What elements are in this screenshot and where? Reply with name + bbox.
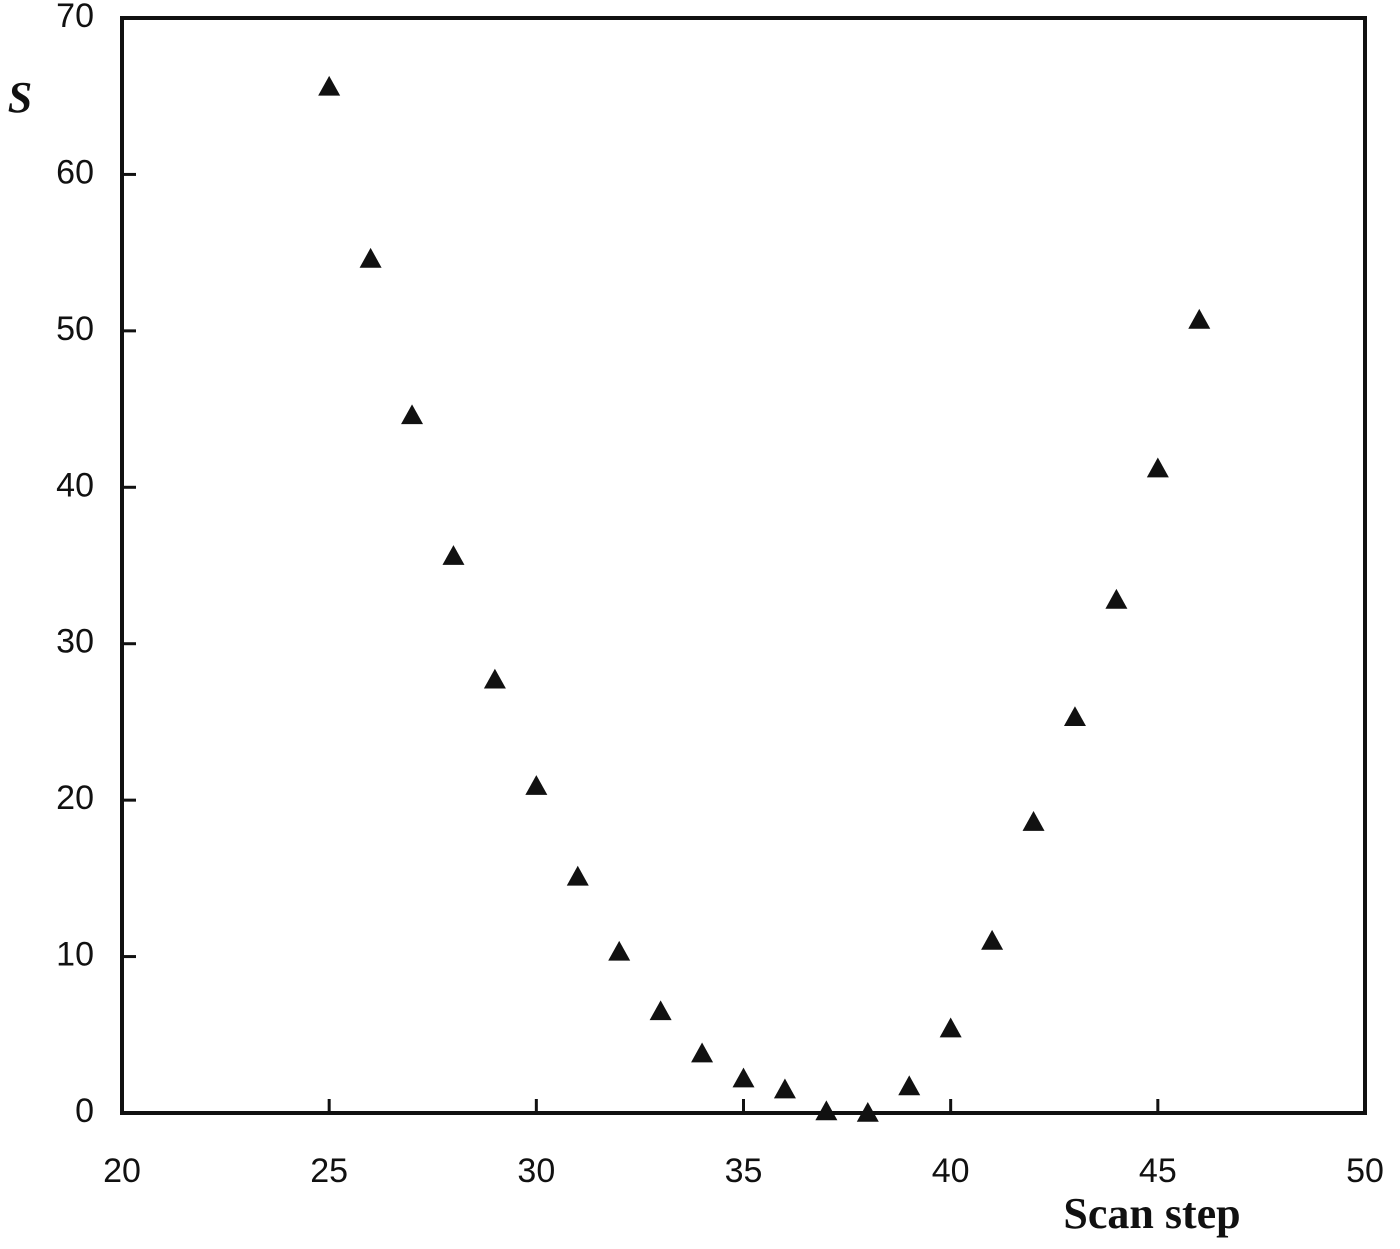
y-tick-label: 30 bbox=[56, 623, 94, 661]
marker bbox=[981, 929, 1004, 950]
marker bbox=[442, 545, 465, 565]
marker bbox=[856, 1102, 879, 1122]
y-tick-label: 60 bbox=[56, 153, 94, 191]
marker bbox=[1063, 706, 1086, 727]
y-tick-label: 70 bbox=[56, 0, 94, 35]
y-tick-label: 50 bbox=[56, 310, 94, 348]
marker bbox=[483, 668, 506, 689]
x-tick-label: 35 bbox=[725, 1152, 763, 1190]
marker bbox=[1188, 308, 1211, 329]
x-axis-label: Scan step bbox=[1063, 1189, 1240, 1238]
plot-frame bbox=[120, 16, 1367, 1115]
marker bbox=[608, 940, 631, 961]
marker bbox=[525, 775, 548, 795]
x-tick-label: 40 bbox=[932, 1152, 970, 1190]
marker bbox=[566, 865, 589, 886]
marker bbox=[939, 1017, 962, 1038]
marker bbox=[691, 1042, 714, 1063]
x-tick-label: 45 bbox=[1139, 1152, 1177, 1190]
y-tick-label: 20 bbox=[56, 779, 94, 817]
y-axis-label: S bbox=[8, 73, 32, 122]
marker bbox=[359, 247, 382, 268]
y-tick-label: 40 bbox=[56, 466, 94, 504]
x-tick-label: 30 bbox=[517, 1152, 555, 1190]
x-tick-label: 20 bbox=[103, 1152, 141, 1190]
y-tick-label: 10 bbox=[56, 936, 94, 974]
marker bbox=[1146, 457, 1169, 478]
marker bbox=[815, 1100, 838, 1121]
x-tick-label: 25 bbox=[310, 1152, 348, 1190]
marker bbox=[401, 404, 424, 425]
marker bbox=[318, 75, 341, 96]
marker bbox=[1022, 811, 1045, 831]
marker bbox=[773, 1078, 796, 1099]
marker bbox=[1105, 588, 1128, 609]
y-tick-label: 0 bbox=[75, 1092, 94, 1130]
marker bbox=[649, 1000, 672, 1021]
marker bbox=[898, 1075, 921, 1096]
x-tick-label: 50 bbox=[1346, 1152, 1384, 1190]
marker bbox=[732, 1067, 755, 1088]
